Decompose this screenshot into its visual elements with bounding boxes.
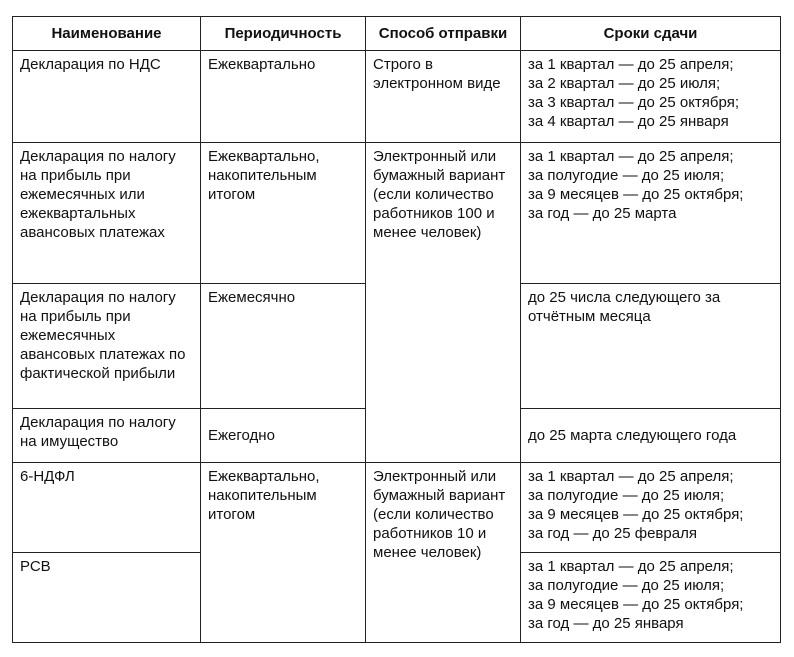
deadline-line: за год — до 25 марта — [528, 205, 677, 222]
deadline-cell: до 25 числа следующего за отчётным месяц… — [520, 283, 781, 409]
deadline-line: за 3 квартал — до 25 октября; — [528, 94, 739, 111]
method-cell: Электронный или бумажный вариант (если к… — [365, 462, 521, 643]
name-cell: Декларация по налогу на прибыль при ежем… — [12, 142, 201, 284]
name-cell: Декларация по налогу на прибыль при ежем… — [12, 283, 201, 409]
header-cell: Периодичность — [200, 16, 366, 51]
header-row: Наименование Периодичность Способ отправ… — [12, 16, 781, 51]
row: РСВ за 1 квартал — до 25 апреля; за полуг… — [12, 552, 781, 643]
header-cell: Сроки сдачи — [520, 16, 781, 51]
deadline-line: за полугодие — до 25 июля; — [528, 167, 725, 184]
row: Декларация по НДС Ежеквартально Строго в… — [12, 50, 781, 143]
deadline-line: за 2 квартал — до 25 июля; — [528, 75, 721, 92]
row: Декларация по налогу на прибыль при ежем… — [12, 142, 781, 463]
deadline-line: за 4 квартал — до 25 января — [528, 113, 729, 130]
deadline-line: за 1 квартал — до 25 апреля; — [528, 468, 734, 485]
deadline-line: за 1 квартал — до 25 апреля; — [528, 148, 734, 165]
deadline-cell: за 1 квартал — до 25 апреля; за полугодие… — [520, 552, 781, 643]
name-cell: Декларация по налогу на имущество — [12, 408, 201, 463]
deadline-cell: до 25 марта следующего года — [520, 408, 781, 463]
deadline-line: за полугодие — до 25 июля; — [528, 577, 725, 594]
deadline-line: за 1 квартал — до 25 апреля; — [528, 56, 734, 73]
deadline-cell: за 1 квартал — до 25 апреля; за полугодие… — [520, 462, 781, 553]
name-cell: 6-НДФЛ — [12, 462, 201, 553]
deadline-line: за 9 месяцев — до 25 октября; — [528, 596, 744, 613]
header-cell: Способ отправки — [365, 16, 521, 51]
method-cell: Строго в электронном виде — [365, 50, 521, 143]
deadline-line: до 25 числа следующего за отчётным месяц… — [528, 289, 721, 325]
deadline-line: за 9 месяцев — до 25 октября; — [528, 186, 744, 203]
name-cell: РСВ — [12, 552, 201, 643]
period-cell: Ежегодно — [200, 408, 366, 463]
header-cell: Наименование — [12, 16, 201, 51]
row: Декларация по налогу на прибыль при ежем… — [12, 283, 781, 409]
row: 6-НДФЛ Ежеквартально, накопительным итог… — [12, 462, 781, 643]
deadline-line: за 1 квартал — до 25 апреля; — [528, 558, 734, 575]
deadline-line: за 9 месяцев — до 25 октября; — [528, 506, 744, 523]
report-table: Наименование Периодичность Способ отправ… — [12, 16, 781, 643]
deadline-line: за полугодие — до 25 июля; — [528, 487, 725, 504]
period-cell: Ежеквартально, накопительным итогом — [200, 462, 366, 643]
deadline-cell: за 1 квартал — до 25 апреля; за полугодие… — [520, 142, 781, 284]
name-cell: Декларация по НДС — [12, 50, 201, 143]
deadline-line: за год — до 25 января — [528, 615, 684, 632]
deadline-cell: за 1 квартал — до 25 апреля; за 2 квартал… — [520, 50, 781, 143]
deadline-line: за год — до 25 февраля — [528, 525, 697, 542]
method-cell: Электронный или бумажный вариант (если к… — [365, 142, 521, 463]
period-cell: Ежеквартально — [200, 50, 366, 143]
period-cell: Ежеквартально, накопительным итогом — [200, 142, 366, 284]
deadline-line: до 25 марта следующего года — [528, 427, 737, 444]
period-cell: Ежемесячно — [200, 283, 366, 409]
